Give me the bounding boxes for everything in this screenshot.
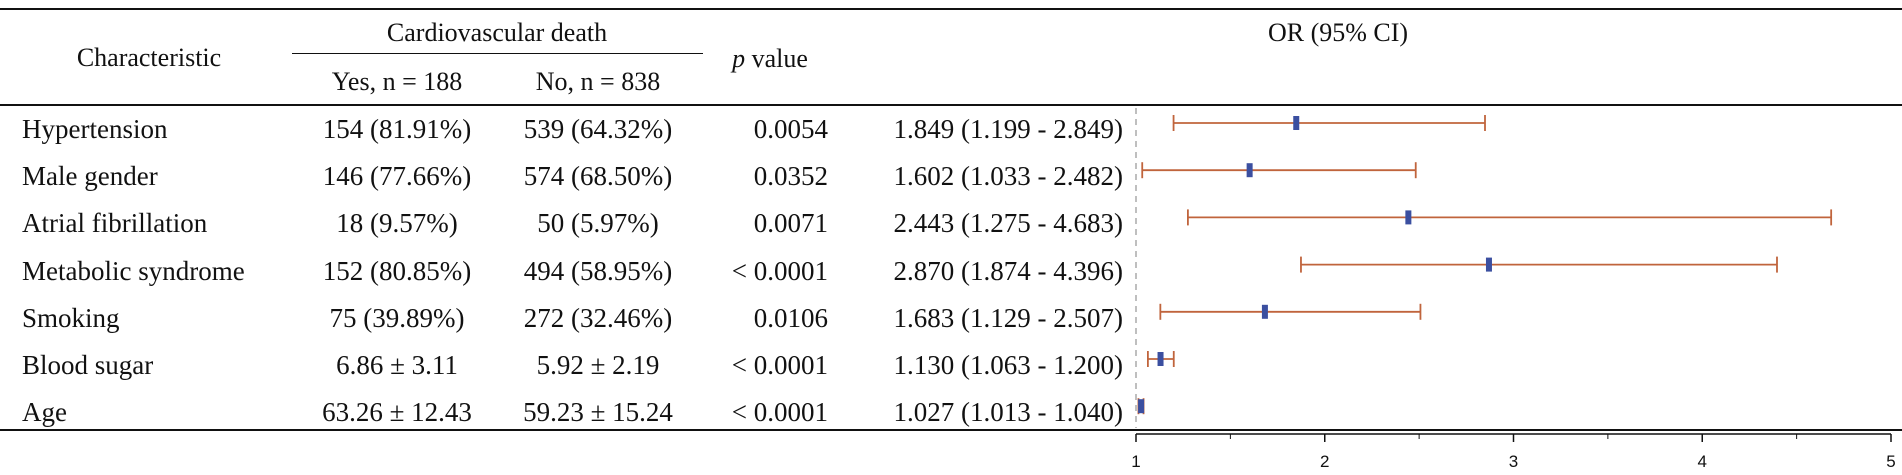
- row-yes-value: 18 (9.57%): [336, 208, 458, 239]
- header-characteristic: Characteristic: [76, 43, 222, 72]
- point-estimate: [1261, 304, 1268, 319]
- row-yes-value: 154 (81.91%): [322, 114, 472, 144]
- top-rule: [0, 8, 1902, 10]
- row-no-value: 494 (58.95%): [523, 255, 673, 286]
- x-axis-tick-label: 3: [1509, 452, 1518, 471]
- row-p-value: 0.0054: [753, 114, 828, 144]
- row-or-ci-text: 2.443 (1.275 - 4.683): [893, 208, 1123, 239]
- row-label: Metabolic syndrome: [22, 255, 245, 286]
- row-no-value: 5.92 ± 2.19: [536, 350, 660, 380]
- row-label: Hypertension: [22, 114, 168, 144]
- x-axis-tick-label: 5: [1886, 452, 1895, 471]
- row-no-value: 272 (32.46%): [523, 302, 673, 333]
- header-group-title: Cardiovascular death: [386, 18, 608, 47]
- row-yes-value: 146 (77.66%): [322, 161, 472, 192]
- row-no-value: 59.23 ± 15.24: [523, 397, 673, 428]
- row-or-ci-text: 1.683 (1.129 - 2.507): [893, 302, 1123, 333]
- row-p-value: 0.0071: [753, 208, 828, 239]
- point-estimate: [1405, 210, 1412, 225]
- header-p-value: p value: [732, 43, 808, 75]
- point-estimate: [1138, 399, 1145, 414]
- group-underline: [292, 53, 703, 54]
- point-estimate: [1485, 257, 1492, 272]
- row-no-value: 50 (5.97%): [537, 208, 659, 239]
- x-axis-tick-label: 2: [1320, 452, 1329, 471]
- row-yes-value: 75 (39.89%): [329, 302, 465, 333]
- row-p-value: < 0.0001: [731, 350, 828, 380]
- row-yes-value: 63.26 ± 12.43: [322, 397, 472, 428]
- header-no-column: No, n = 838: [535, 67, 661, 96]
- row-or-ci-text: 1.027 (1.013 - 1.040): [893, 397, 1123, 428]
- header-or-ci: OR (95% CI): [1267, 18, 1409, 47]
- row-label: Smoking: [22, 302, 120, 333]
- header-p-italic: p: [732, 44, 746, 73]
- row-no-value: 539 (64.32%): [523, 114, 673, 144]
- row-label: Blood sugar: [22, 350, 154, 380]
- row-label: Male gender: [22, 161, 158, 192]
- bottom-rule: [0, 429, 1902, 431]
- row-yes-value: 6.86 ± 3.11: [336, 350, 458, 380]
- row-label: Age: [22, 397, 67, 428]
- row-or-ci-text: 1.849 (1.199 - 2.849): [893, 114, 1123, 144]
- header-bottom-rule: [0, 104, 1902, 106]
- point-estimate: [1157, 352, 1164, 366]
- point-estimate: [1293, 116, 1300, 130]
- row-p-value: < 0.0001: [731, 397, 828, 428]
- x-axis-tick-label: 1: [1131, 452, 1140, 471]
- row-p-value: < 0.0001: [731, 255, 828, 286]
- row-no-value: 574 (68.50%): [523, 161, 673, 192]
- row-or-ci-text: 2.870 (1.874 - 4.396): [893, 255, 1123, 286]
- row-or-ci-text: 1.130 (1.063 - 1.200): [893, 350, 1123, 380]
- row-label: Atrial fibrillation: [22, 208, 208, 239]
- row-or-ci-text: 1.602 (1.033 - 2.482): [893, 161, 1123, 192]
- row-p-value: 0.0106: [753, 302, 828, 333]
- x-axis-tick-label: 4: [1698, 452, 1707, 471]
- header-yes-column: Yes, n = 188: [331, 67, 463, 96]
- row-yes-value: 152 (80.85%): [322, 255, 472, 286]
- point-estimate: [1246, 163, 1253, 178]
- header-p-rest: value: [745, 44, 808, 73]
- row-p-value: 0.0352: [753, 161, 828, 192]
